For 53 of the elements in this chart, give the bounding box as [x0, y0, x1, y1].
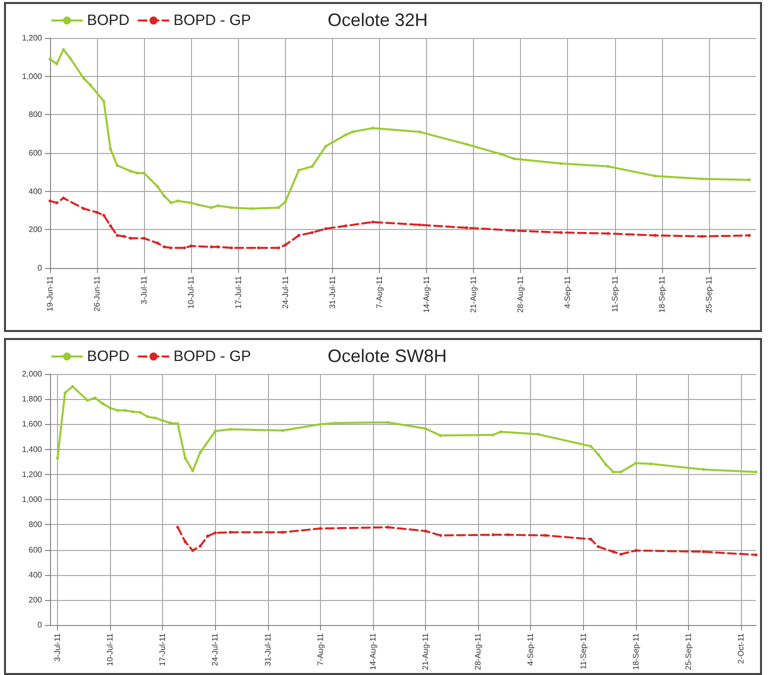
x-tick-label: 4-Sep-11 [526, 632, 536, 666]
x-tick-label: 14-Aug-11 [368, 632, 378, 670]
x-tick-label: 18-Sep-11 [657, 275, 666, 313]
x-tick-label: 21-Aug-11 [469, 275, 478, 313]
y-tick-label: 0 [38, 264, 43, 272]
x-tick-label: 11-Sep-11 [610, 275, 620, 312]
x-tick-label: 25-Sep-11 [684, 632, 693, 670]
x-tick-label: 26-Jun-11 [92, 275, 102, 312]
x-tick-label: 7-Aug-11 [374, 275, 384, 308]
y-tick-label: 1,000 [22, 495, 43, 504]
legend-label: BOPD - GP [174, 12, 252, 29]
x-tick-label: 17-Jul-11 [234, 275, 243, 309]
y-tick-label: 1,200 [22, 34, 43, 42]
y-tick-label: 1,000 [22, 72, 43, 81]
y-tick-label: 1,400 [22, 444, 43, 454]
x-tick-label: 14-Aug-11 [422, 275, 432, 313]
x-tick-label: 25-Sep-11 [704, 275, 714, 313]
y-tick-label: 200 [28, 225, 43, 234]
x-tick-label: 10-Jul-11 [186, 275, 196, 309]
x-tick-label: 24-Jul-11 [280, 275, 290, 309]
x-tick-label: 19-Jun-11 [46, 275, 54, 312]
y-tick-label: 600 [28, 148, 43, 158]
y-tick-label: 0 [38, 620, 43, 630]
y-tick-label: 1,200 [22, 470, 43, 479]
x-tick-label: 10-Jul-11 [106, 632, 115, 666]
x-tick-label: 28-Aug-11 [474, 632, 483, 670]
x-tick-label: 3-Jul-11 [53, 632, 62, 662]
x-tick-label: 3-Jul-11 [140, 275, 149, 304]
y-tick-label: 800 [28, 520, 43, 530]
x-tick-label: 11-Sep-11 [578, 632, 588, 670]
y-tick-label: 2,000 [22, 370, 43, 378]
legend-label: BOPD - GP [174, 348, 252, 365]
y-tick-label: 400 [28, 570, 43, 580]
chart-title: Ocelote SW8H [328, 346, 447, 366]
x-tick-label: 2-Oct-11 [736, 632, 746, 664]
legend-label: BOPD [87, 348, 130, 365]
y-tick-label: 600 [28, 545, 43, 554]
x-tick-label: 18-Sep-11 [631, 632, 640, 670]
x-tick-label: 21-Aug-11 [421, 632, 430, 670]
x-tick-label: 24-Jul-11 [210, 632, 220, 666]
chart-title: Ocelote 32H [328, 10, 428, 30]
y-tick-label: 200 [28, 596, 43, 605]
x-tick-label: 17-Jul-11 [158, 632, 168, 666]
y-tick-label: 400 [28, 186, 43, 196]
x-tick-label: 7-Aug-11 [316, 632, 325, 666]
x-tick-label: 28-Aug-11 [516, 275, 526, 313]
y-tick-label: 1,600 [22, 420, 43, 429]
x-tick-label: 31-Jul-11 [328, 275, 337, 309]
x-tick-label: 31-Jul-11 [263, 632, 272, 666]
x-tick-label: 4-Sep-11 [563, 275, 572, 308]
legend-label: BOPD [87, 12, 130, 29]
y-tick-label: 800 [28, 110, 43, 120]
y-tick-label: 1,800 [22, 394, 43, 404]
